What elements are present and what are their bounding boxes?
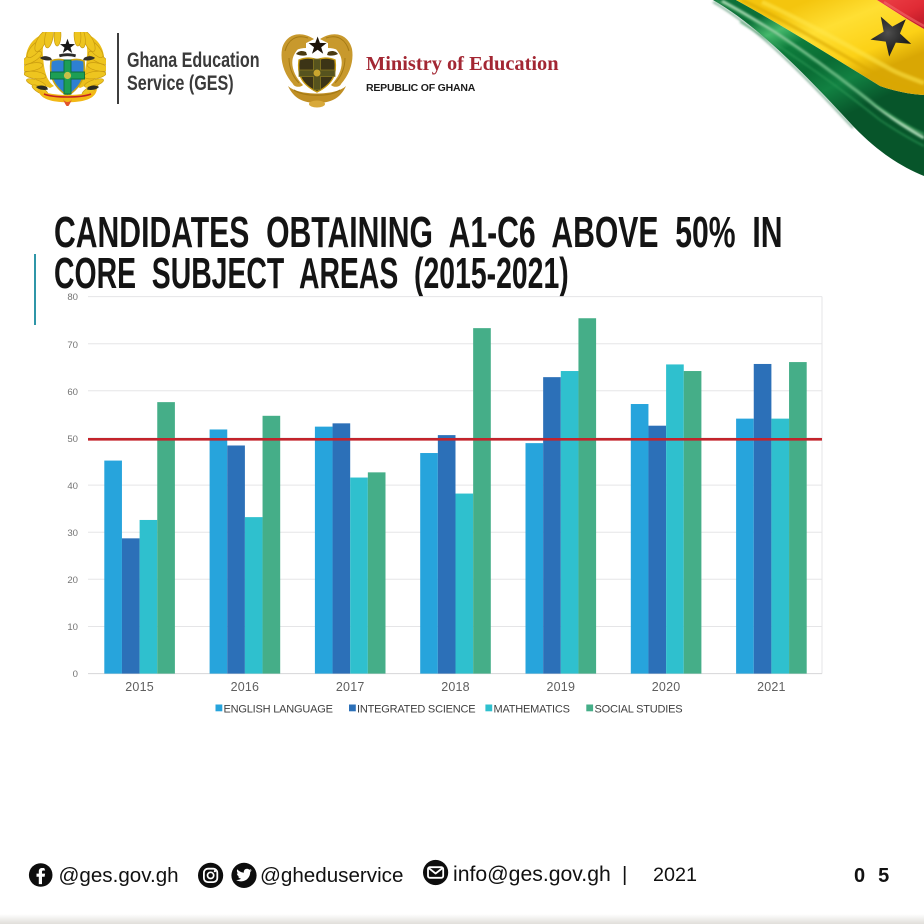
svg-text:0: 0 xyxy=(73,669,78,680)
svg-text:2020: 2020 xyxy=(652,680,681,694)
svg-text:2015: 2015 xyxy=(125,680,154,694)
svg-text:30: 30 xyxy=(67,528,78,539)
svg-text:SOCIAL STUDIES: SOCIAL STUDIES xyxy=(595,704,683,716)
svg-text:50: 50 xyxy=(67,434,78,445)
svg-text:2021: 2021 xyxy=(653,864,697,886)
svg-text:40: 40 xyxy=(67,481,78,492)
svg-text:80: 80 xyxy=(67,292,78,303)
svg-text:INTEGRATED SCIENCE: INTEGRATED SCIENCE xyxy=(357,704,475,716)
svg-text:@gheduservice: @gheduservice xyxy=(260,864,403,887)
svg-text:70: 70 xyxy=(67,340,78,351)
svg-text:|: | xyxy=(622,863,627,886)
svg-text:2019: 2019 xyxy=(546,680,575,694)
svg-text:MATHEMATICS: MATHEMATICS xyxy=(494,704,570,716)
svg-text:2018: 2018 xyxy=(441,680,470,694)
svg-text:20: 20 xyxy=(67,575,78,586)
svg-text:2021: 2021 xyxy=(757,680,786,694)
svg-text:info@ges.gov.gh: info@ges.gov.gh xyxy=(453,863,611,886)
svg-text:60: 60 xyxy=(67,387,78,398)
svg-text:2016: 2016 xyxy=(231,680,260,694)
svg-text:10: 10 xyxy=(67,622,78,633)
svg-text:ENGLISH LANGUAGE: ENGLISH LANGUAGE xyxy=(224,704,333,716)
svg-text:@ges.gov.gh: @ges.gov.gh xyxy=(59,864,179,887)
svg-text:2017: 2017 xyxy=(336,680,365,694)
svg-text:05: 05 xyxy=(854,865,902,887)
